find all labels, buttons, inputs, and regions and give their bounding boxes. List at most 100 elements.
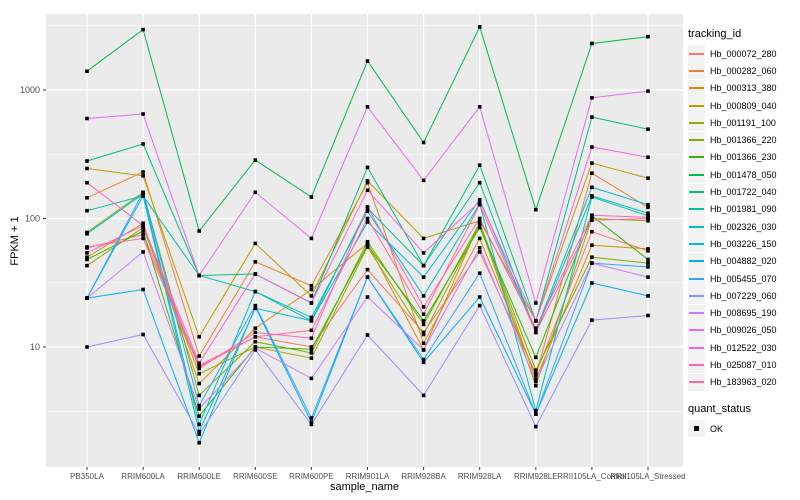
data-point bbox=[534, 207, 538, 212]
data-point bbox=[141, 112, 145, 116]
legend-item-Hb_001722_040: Hb_001722_040 bbox=[688, 183, 800, 201]
data-point bbox=[309, 347, 314, 352]
legend-label: Hb_183963_020 bbox=[710, 377, 777, 388]
data-point bbox=[141, 170, 145, 174]
data-point bbox=[534, 373, 538, 378]
legend-key bbox=[688, 304, 705, 322]
data-point bbox=[365, 267, 370, 272]
data-point bbox=[477, 236, 482, 241]
data-point bbox=[646, 211, 650, 215]
legend-key-line-icon bbox=[689, 294, 704, 297]
data-point bbox=[141, 223, 145, 228]
data-point bbox=[646, 205, 650, 210]
data-point bbox=[365, 188, 370, 192]
data-point bbox=[646, 127, 650, 131]
data-point bbox=[197, 273, 201, 278]
legend-item-Hb_000072_280: Hb_000072_280 bbox=[688, 45, 800, 63]
legend-label: Hb_001478_050 bbox=[710, 169, 777, 180]
data-point bbox=[421, 305, 426, 309]
legend-label: Hb_001722_040 bbox=[710, 187, 777, 198]
data-point bbox=[141, 332, 145, 337]
legend-key-line-icon bbox=[689, 69, 704, 72]
legend-key-line-icon bbox=[689, 277, 704, 280]
data-point bbox=[534, 326, 538, 330]
data-point bbox=[197, 335, 201, 339]
data-point bbox=[197, 429, 201, 434]
data-point bbox=[477, 202, 482, 207]
data-point bbox=[85, 159, 89, 163]
data-point bbox=[590, 243, 594, 247]
data-point bbox=[590, 255, 594, 259]
data-point bbox=[141, 190, 145, 195]
data-point bbox=[253, 260, 258, 264]
legend-key bbox=[688, 200, 705, 218]
data-point bbox=[253, 326, 258, 330]
data-point bbox=[477, 219, 482, 223]
data-point bbox=[85, 345, 89, 349]
data-point bbox=[421, 332, 426, 337]
legend-item-Hb_001366_230: Hb_001366_230 bbox=[688, 148, 800, 166]
legend-label: Hb_001981_090 bbox=[710, 204, 777, 215]
legend-label: Hb_000809_040 bbox=[710, 100, 777, 111]
data-point bbox=[646, 176, 650, 180]
data-point bbox=[365, 220, 370, 224]
data-point bbox=[421, 341, 426, 345]
data-point bbox=[421, 178, 426, 183]
legend-key-line-icon bbox=[689, 312, 704, 315]
legend-item-Hb_009026_050: Hb_009026_050 bbox=[688, 321, 800, 339]
legend-label: Hb_025087_010 bbox=[710, 359, 777, 370]
data-point bbox=[253, 335, 258, 339]
data-point bbox=[365, 209, 370, 213]
legend-key-line-icon bbox=[689, 104, 704, 107]
legend-label: Hb_008695_190 bbox=[710, 308, 777, 319]
data-point bbox=[477, 225, 482, 230]
data-point bbox=[477, 295, 482, 299]
data-point bbox=[309, 345, 314, 349]
data-point bbox=[253, 346, 258, 350]
legend-item-ok: OK bbox=[688, 420, 800, 438]
data-point bbox=[365, 295, 370, 299]
legend-item-Hb_000282_060: Hb_000282_060 bbox=[688, 62, 800, 80]
legend-label: OK bbox=[710, 423, 724, 434]
data-point bbox=[646, 294, 650, 298]
data-point bbox=[253, 348, 258, 352]
legend-label: Hb_001366_230 bbox=[710, 152, 777, 163]
data-point bbox=[534, 355, 538, 360]
legend-item-Hb_001366_220: Hb_001366_220 bbox=[688, 131, 800, 149]
data-point bbox=[85, 208, 89, 213]
legend-item-Hb_003226_150: Hb_003226_150 bbox=[688, 235, 800, 253]
data-point bbox=[309, 319, 314, 323]
legend-label: Hb_012522_030 bbox=[710, 342, 777, 353]
data-point bbox=[141, 232, 145, 237]
legend-item-Hb_001981_090: Hb_001981_090 bbox=[688, 200, 800, 218]
data-point bbox=[534, 412, 538, 416]
data-point bbox=[85, 296, 89, 300]
data-point bbox=[309, 328, 314, 333]
data-point bbox=[477, 271, 482, 275]
data-point bbox=[421, 236, 426, 241]
data-point bbox=[477, 250, 482, 254]
x-tick-label: RRII105LA_Stressed bbox=[610, 472, 685, 481]
legend-key bbox=[688, 339, 705, 357]
data-point bbox=[646, 155, 650, 159]
data-point bbox=[197, 393, 201, 398]
data-point bbox=[477, 163, 482, 167]
x-tick-label: PB350LA bbox=[70, 472, 104, 481]
data-point bbox=[309, 283, 314, 288]
data-point bbox=[421, 251, 426, 255]
legend-key-line-icon bbox=[689, 191, 704, 194]
data-point bbox=[253, 158, 258, 162]
legend-key bbox=[688, 131, 705, 149]
data-point bbox=[197, 229, 201, 233]
data-point bbox=[197, 365, 201, 369]
data-point bbox=[309, 420, 314, 424]
data-point bbox=[477, 197, 482, 202]
data-point bbox=[85, 180, 89, 185]
legend-label: Hb_005455_070 bbox=[710, 273, 777, 284]
data-point bbox=[646, 89, 650, 93]
data-point bbox=[534, 408, 538, 413]
data-point bbox=[365, 59, 370, 63]
data-point bbox=[141, 194, 145, 198]
data-point bbox=[477, 200, 482, 204]
data-point bbox=[590, 96, 594, 100]
